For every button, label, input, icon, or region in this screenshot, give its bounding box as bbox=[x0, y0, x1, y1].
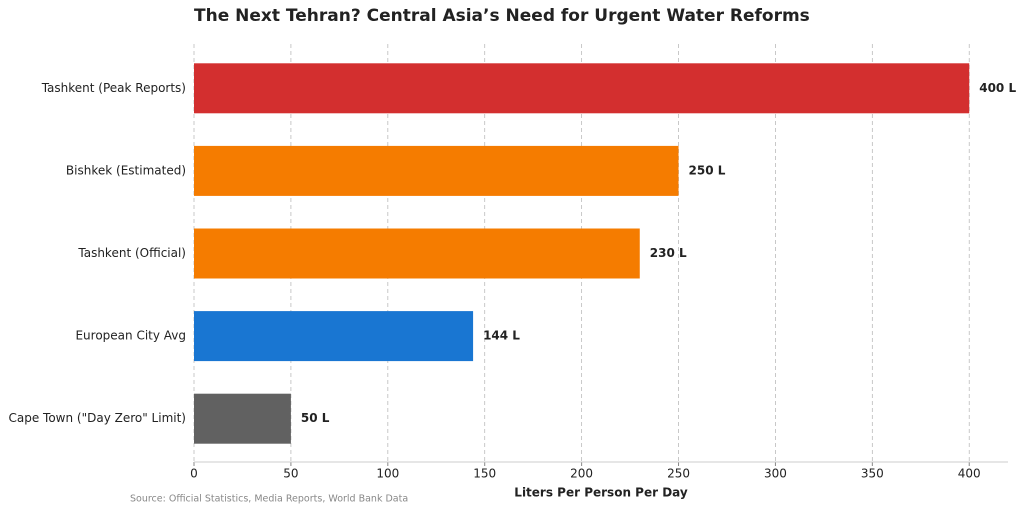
x-tick-label: 350 bbox=[861, 467, 884, 481]
x-tick-label: 50 bbox=[283, 467, 298, 481]
x-tick-label: 100 bbox=[376, 467, 399, 481]
value-label: 50 L bbox=[301, 411, 330, 425]
value-label: 250 L bbox=[689, 163, 726, 177]
bar bbox=[194, 228, 640, 279]
x-tick-label: 150 bbox=[473, 467, 496, 481]
x-tick-label: 400 bbox=[958, 467, 981, 481]
y-tick-label: Tashkent (Official) bbox=[77, 246, 186, 260]
bar bbox=[194, 145, 679, 196]
source-note: Source: Official Statistics, Media Repor… bbox=[130, 494, 408, 505]
chart-title: The Next Tehran? Central Asia’s Need for… bbox=[194, 6, 810, 26]
x-tick-label: 250 bbox=[667, 467, 690, 481]
bar bbox=[194, 393, 291, 444]
y-tick-label: Bishkek (Estimated) bbox=[66, 163, 186, 177]
x-tick-label: 300 bbox=[764, 467, 787, 481]
bar bbox=[194, 63, 970, 114]
bar bbox=[194, 311, 474, 362]
y-tick-label: Cape Town ("Day Zero" Limit) bbox=[8, 411, 186, 425]
x-tick-label: 0 bbox=[190, 467, 198, 481]
value-label: 144 L bbox=[483, 329, 520, 343]
value-label: 400 L bbox=[979, 81, 1016, 95]
x-axis-label: Liters Per Person Per Day bbox=[514, 486, 688, 500]
y-tick-label: Tashkent (Peak Reports) bbox=[41, 81, 186, 95]
x-tick-label: 200 bbox=[570, 467, 593, 481]
value-label: 230 L bbox=[650, 246, 687, 260]
y-tick-label: European City Avg bbox=[75, 329, 186, 343]
